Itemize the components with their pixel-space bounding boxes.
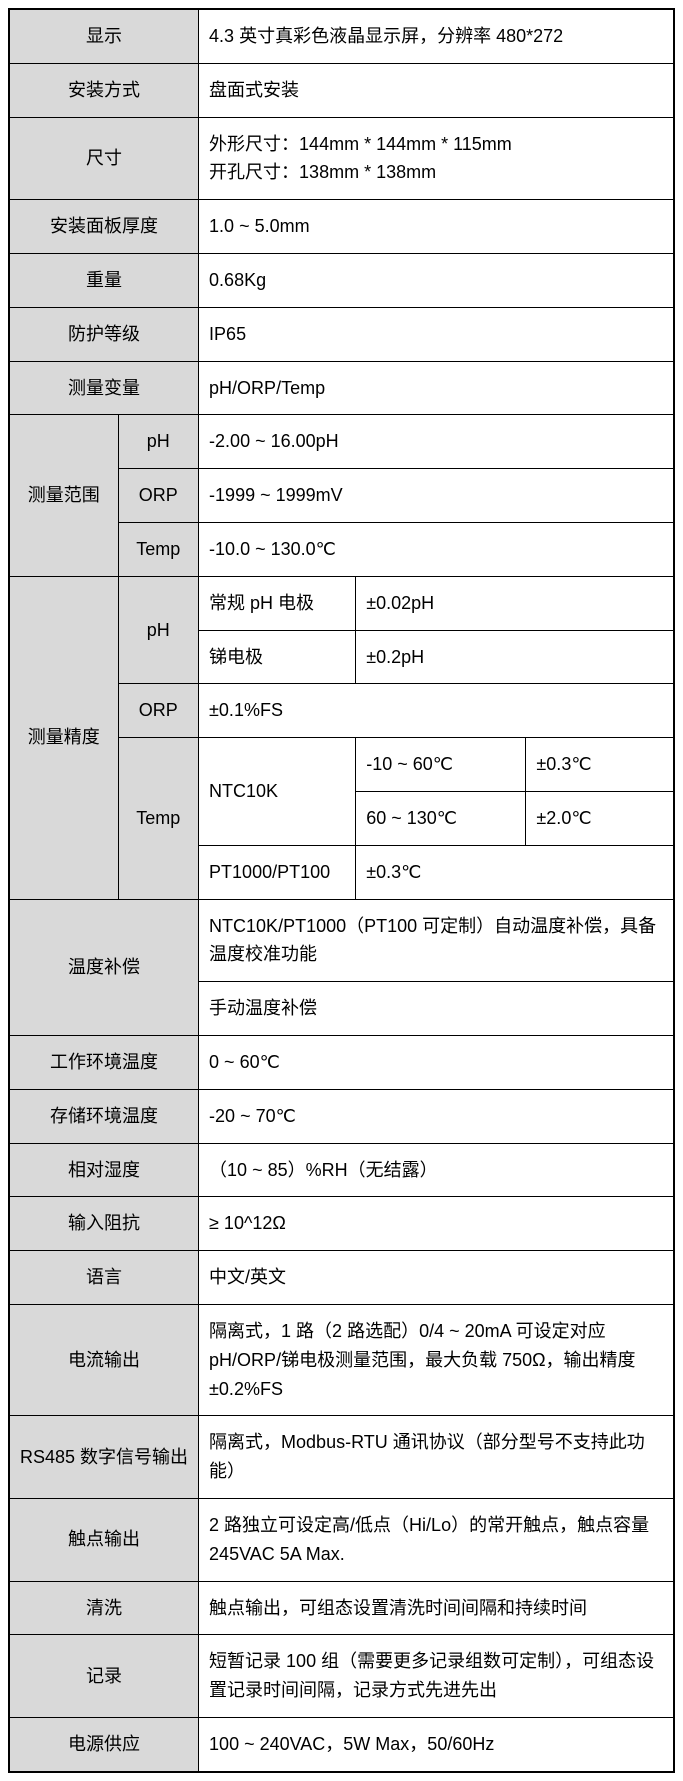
value-range-ph: -2.00 ~ 16.00pH: [199, 415, 674, 469]
value-panel-thickness: 1.0 ~ 5.0mm: [199, 200, 674, 254]
value-rs485: 隔离式，Modbus-RTU 通讯协议（部分型号不支持此功能）: [199, 1416, 674, 1499]
value-pt1000: ±0.3℃: [356, 845, 674, 899]
value-display: 4.3 英寸真彩色液晶显示屏，分辨率 480*272: [199, 9, 674, 63]
ntc10k-range1: -10 ~ 60℃: [356, 738, 526, 792]
dimensions-line2: 开孔尺寸：138mm * 138mm: [209, 158, 663, 187]
value-ph-sb: ±0.2pH: [356, 630, 674, 684]
label-panel-thickness: 安装面板厚度: [9, 200, 199, 254]
row-weight: 重量 0.68Kg: [9, 253, 674, 307]
value-temp-comp-1: NTC10K/PT1000（PT100 可定制）自动温度补偿，具备温度校准功能: [199, 899, 674, 982]
row-humidity: 相对湿度 （10 ~ 85）%RH（无结露）: [9, 1143, 674, 1197]
value-mounting: 盘面式安装: [199, 63, 674, 117]
value-contact-output: 2 路独立可设定高/低点（Hi/Lo）的常开触点，触点容量 245VAC 5A …: [199, 1498, 674, 1581]
value-temp-comp-2: 手动温度补偿: [199, 982, 674, 1036]
label-contact-output: 触点输出: [9, 1498, 199, 1581]
row-dimensions: 尺寸 外形尺寸：144mm * 144mm * 115mm 开孔尺寸：138mm…: [9, 117, 674, 200]
value-range-temp: -10.0 ~ 130.0℃: [199, 522, 674, 576]
label-ntc10k: NTC10K: [199, 738, 356, 846]
label-measure-var: 测量变量: [9, 361, 199, 415]
value-recording: 短暂记录 100 组（需要更多记录组数可定制），可组态设置记录时间间隔，记录方式…: [199, 1635, 674, 1718]
label-accuracy-orp: ORP: [118, 684, 199, 738]
label-ph-normal: 常规 pH 电极: [199, 576, 356, 630]
value-working-temp: 0 ~ 60℃: [199, 1035, 674, 1089]
value-protection: IP65: [199, 307, 674, 361]
label-language: 语言: [9, 1251, 199, 1305]
label-weight: 重量: [9, 253, 199, 307]
value-humidity: （10 ~ 85）%RH（无结露）: [199, 1143, 674, 1197]
row-current-output: 电流输出 隔离式，1 路（2 路选配）0/4 ~ 20mA 可设定对应 pH/O…: [9, 1304, 674, 1415]
label-working-temp: 工作环境温度: [9, 1035, 199, 1089]
label-measure-range: 测量范围: [9, 415, 118, 576]
label-accuracy-temp: Temp: [118, 738, 199, 899]
dimensions-line1: 外形尺寸：144mm * 144mm * 115mm: [209, 130, 663, 159]
value-accuracy-orp: ±0.1%FS: [199, 684, 674, 738]
ntc10k-value2: ±2.0℃: [526, 791, 674, 845]
value-ph-normal: ±0.02pH: [356, 576, 674, 630]
ntc10k-range2: 60 ~ 130℃: [356, 791, 526, 845]
value-language: 中文/英文: [199, 1251, 674, 1305]
label-recording: 记录: [9, 1635, 199, 1718]
label-pt1000: PT1000/PT100: [199, 845, 356, 899]
row-rs485: RS485 数字信号输出 隔离式，Modbus-RTU 通讯协议（部分型号不支持…: [9, 1416, 674, 1499]
ntc10k-value1: ±0.3℃: [526, 738, 674, 792]
label-cleaning: 清洗: [9, 1581, 199, 1635]
label-measure-accuracy: 测量精度: [9, 576, 118, 899]
row-mounting: 安装方式 盘面式安装: [9, 63, 674, 117]
value-current-output: 隔离式，1 路（2 路选配）0/4 ~ 20mA 可设定对应 pH/ORP/锑电…: [199, 1304, 674, 1415]
label-accuracy-ph: pH: [118, 576, 199, 684]
label-rs485: RS485 数字信号输出: [9, 1416, 199, 1499]
label-input-impedance: 输入阻抗: [9, 1197, 199, 1251]
label-range-orp: ORP: [118, 469, 199, 523]
value-input-impedance: ≥ 10^12Ω: [199, 1197, 674, 1251]
row-storage-temp: 存储环境温度 -20 ~ 70℃: [9, 1089, 674, 1143]
label-power: 电源供应: [9, 1717, 199, 1771]
value-weight: 0.68Kg: [199, 253, 674, 307]
label-ph-sb: 锑电极: [199, 630, 356, 684]
label-humidity: 相对湿度: [9, 1143, 199, 1197]
specification-table: 显示 4.3 英寸真彩色液晶显示屏，分辨率 480*272 安装方式 盘面式安装…: [8, 8, 675, 1773]
row-temp-comp-1: 温度补偿 NTC10K/PT1000（PT100 可定制）自动温度补偿，具备温度…: [9, 899, 674, 982]
label-display: 显示: [9, 9, 199, 63]
label-mounting: 安装方式: [9, 63, 199, 117]
row-language: 语言 中文/英文: [9, 1251, 674, 1305]
label-storage-temp: 存储环境温度: [9, 1089, 199, 1143]
label-temp-comp: 温度补偿: [9, 899, 199, 1035]
row-accuracy-ph-normal: 测量精度 pH 常规 pH 电极 ±0.02pH: [9, 576, 674, 630]
value-dimensions: 外形尺寸：144mm * 144mm * 115mm 开孔尺寸：138mm * …: [199, 117, 674, 200]
row-range-ph: 测量范围 pH -2.00 ~ 16.00pH: [9, 415, 674, 469]
row-contact-output: 触点输出 2 路独立可设定高/低点（Hi/Lo）的常开触点，触点容量 245VA…: [9, 1498, 674, 1581]
row-cleaning: 清洗 触点输出，可组态设置清洗时间间隔和持续时间: [9, 1581, 674, 1635]
label-range-ph: pH: [118, 415, 199, 469]
row-protection: 防护等级 IP65: [9, 307, 674, 361]
row-working-temp: 工作环境温度 0 ~ 60℃: [9, 1035, 674, 1089]
row-input-impedance: 输入阻抗 ≥ 10^12Ω: [9, 1197, 674, 1251]
row-recording: 记录 短暂记录 100 组（需要更多记录组数可定制），可组态设置记录时间间隔，记…: [9, 1635, 674, 1718]
label-current-output: 电流输出: [9, 1304, 199, 1415]
value-storage-temp: -20 ~ 70℃: [199, 1089, 674, 1143]
value-cleaning: 触点输出，可组态设置清洗时间间隔和持续时间: [199, 1581, 674, 1635]
value-power: 100 ~ 240VAC，5W Max，50/60Hz: [199, 1717, 674, 1771]
value-range-orp: -1999 ~ 1999mV: [199, 469, 674, 523]
row-panel-thickness: 安装面板厚度 1.0 ~ 5.0mm: [9, 200, 674, 254]
row-power: 电源供应 100 ~ 240VAC，5W Max，50/60Hz: [9, 1717, 674, 1771]
label-dimensions: 尺寸: [9, 117, 199, 200]
row-display: 显示 4.3 英寸真彩色液晶显示屏，分辨率 480*272: [9, 9, 674, 63]
label-protection: 防护等级: [9, 307, 199, 361]
label-range-temp: Temp: [118, 522, 199, 576]
row-measure-var: 测量变量 pH/ORP/Temp: [9, 361, 674, 415]
value-measure-var: pH/ORP/Temp: [199, 361, 674, 415]
